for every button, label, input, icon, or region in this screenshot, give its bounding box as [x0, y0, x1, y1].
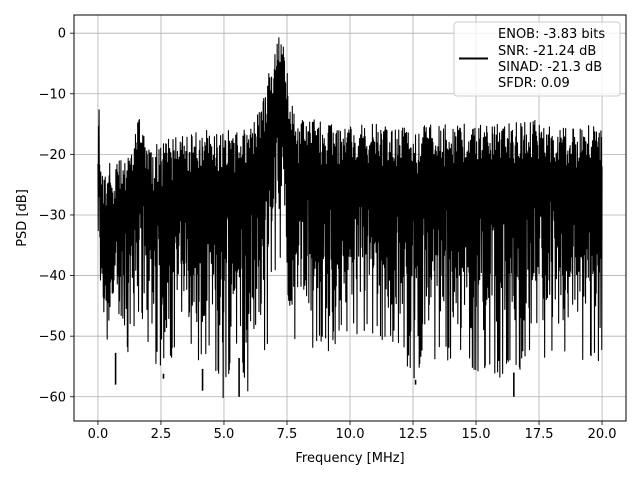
legend-box	[453, 21, 621, 97]
y-tick-label: −10	[39, 87, 66, 102]
y-tick-label: 0	[58, 27, 66, 42]
x-tick-label: 5.0	[214, 427, 235, 442]
psd-series-line	[97, 37, 603, 399]
y-tick-label: −30	[39, 208, 66, 223]
y-tick-label: −60	[39, 390, 66, 405]
x-axis-label: Frequency [MHz]	[295, 451, 404, 466]
x-tick-label: 7.5	[277, 427, 298, 442]
x-tick-label: 2.5	[151, 427, 172, 442]
x-tick-label: 15.0	[462, 427, 491, 442]
x-tick-label: 17.5	[525, 427, 554, 442]
legend-entry-snr: SNR: -21.24 dB	[498, 44, 596, 59]
legend: ENOB: -3.83 bits SNR: -21.24 dB SINAD: -…	[453, 21, 621, 97]
x-tick-label: 20.0	[588, 427, 617, 442]
y-tick-label: −40	[39, 269, 66, 284]
legend-entry-enob: ENOB: -3.83 bits	[498, 27, 605, 42]
y-axis-label: PSD [dB]	[15, 189, 30, 247]
x-tick-label: 12.5	[399, 427, 428, 442]
y-tick-label: −20	[39, 148, 66, 163]
x-tick-label: 0.0	[88, 427, 109, 442]
x-tick-label: 10.0	[336, 427, 365, 442]
legend-entry-sinad: SINAD: -21.3 dB	[498, 60, 602, 75]
legend-entry-sfdr: SFDR: 0.09	[498, 76, 570, 91]
plot-layer	[97, 37, 603, 399]
tick-layer: 0.0 2.5 5.0 7.5 10.0 12.5 15.0 17.5 20.0 0 −10 −20 −…	[39, 27, 617, 442]
y-tick-label: −50	[39, 330, 66, 345]
